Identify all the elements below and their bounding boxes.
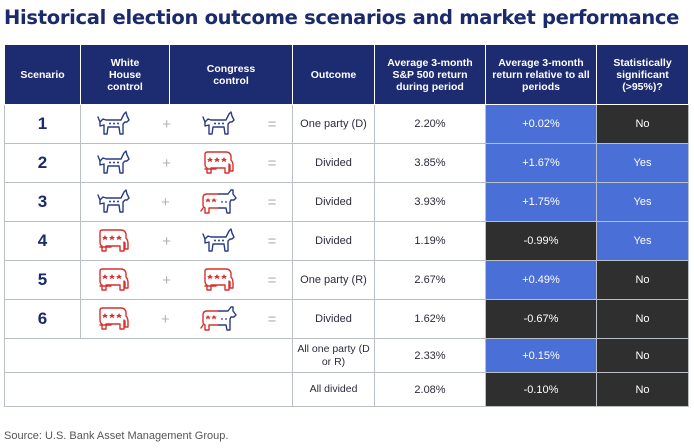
plus-sign: + (162, 154, 172, 172)
avg-return-cell: 2.20% (374, 104, 486, 144)
header-row: Scenario White House control Congress co… (4, 44, 689, 105)
significance-cell: No (596, 372, 689, 407)
elephant-icon (202, 267, 236, 293)
equals-sign: = (267, 115, 277, 133)
relative-return-cell: +0.02% (485, 104, 597, 144)
source-note: Source: U.S. Bank Asset Management Group… (4, 430, 229, 442)
total-row: All one party (D or R) 2.33% +0.15% No (4, 338, 689, 373)
elephant-icon (97, 306, 131, 332)
relative-return-cell: +0.49% (485, 260, 597, 300)
outcome-cell: All divided (292, 372, 375, 407)
significance-cell: No (596, 299, 689, 339)
empty-cell (4, 338, 293, 373)
table-row: 2 + = Divided 3.85% +1.67% Yes (4, 143, 689, 183)
avg-return-cell: 3.93% (374, 182, 486, 222)
plus-sign: + (162, 115, 172, 133)
elephant-icon (97, 267, 131, 293)
table-row: 6 + = Divided 1.62% -0.67% No (4, 299, 689, 339)
avg-return-cell: 2.08% (374, 372, 486, 407)
control-cell: + = (80, 260, 293, 300)
avg-return-cell: 1.19% (374, 221, 486, 261)
header-outcome: Outcome (292, 44, 375, 105)
relative-return-cell: -0.99% (485, 221, 597, 261)
plus-sign: + (162, 271, 172, 289)
avg-return-cell: 1.62% (374, 299, 486, 339)
significance-cell: No (596, 104, 689, 144)
scenario-number: 6 (4, 299, 81, 339)
equals-sign: = (267, 271, 277, 289)
donkey-icon (202, 228, 236, 254)
avg-return-cell: 2.33% (374, 338, 486, 373)
header-congress: Congress control (169, 44, 293, 105)
relative-return-cell: +1.75% (485, 182, 597, 222)
total-row: All divided 2.08% -0.10% No (4, 372, 689, 407)
control-cell: + = (80, 143, 293, 183)
split-elephant-donkey-icon (199, 189, 238, 215)
plus-sign: + (162, 232, 172, 250)
relative-return-cell: +0.15% (485, 338, 597, 373)
control-cell: + = (80, 104, 293, 144)
plus-sign: + (160, 310, 170, 328)
outcome-cell: Divided (292, 182, 375, 222)
outcome-cell: One party (R) (292, 260, 375, 300)
equals-sign: = (267, 154, 277, 172)
scenario-number: 5 (4, 260, 81, 300)
header-avg-return: Average 3-month S&P 500 return during pe… (374, 44, 486, 105)
donkey-icon (97, 189, 131, 215)
donkey-icon (97, 111, 131, 137)
outcome-cell: Divided (292, 299, 375, 339)
equals-sign: = (267, 310, 277, 328)
split-elephant-donkey-icon (199, 306, 238, 332)
equals-sign: = (267, 193, 277, 211)
significance-cell: Yes (596, 182, 689, 222)
control-cell: + = (80, 182, 293, 222)
scenario-table: Scenario White House control Congress co… (4, 44, 689, 407)
scenario-number: 2 (4, 143, 81, 183)
elephant-icon (202, 150, 236, 176)
header-white-house: White House control (80, 44, 170, 105)
table-row: 5 + = One party (R) 2.67% +0.49% No (4, 260, 689, 300)
avg-return-cell: 2.67% (374, 260, 486, 300)
outcome-cell: One party (D) (292, 104, 375, 144)
outcome-cell: Divided (292, 221, 375, 261)
significance-cell: Yes (596, 143, 689, 183)
scenario-number: 4 (4, 221, 81, 261)
elephant-icon (97, 228, 131, 254)
significance-cell: No (596, 338, 689, 373)
donkey-icon (97, 150, 131, 176)
relative-return-cell: +1.67% (485, 143, 597, 183)
header-scenario: Scenario (4, 44, 81, 105)
header-significant: Statistically significant (>95%)? (596, 44, 689, 105)
scenario-number: 3 (4, 182, 81, 222)
empty-cell (4, 372, 293, 407)
significance-cell: Yes (596, 221, 689, 261)
donkey-icon (202, 111, 236, 137)
relative-return-cell: -0.10% (485, 372, 597, 407)
equals-sign: = (267, 232, 277, 250)
avg-return-cell: 3.85% (374, 143, 486, 183)
plus-sign: + (160, 193, 170, 211)
relative-return-cell: -0.67% (485, 299, 597, 339)
outcome-cell: All one party (D or R) (292, 338, 375, 373)
control-cell: + = (80, 221, 293, 261)
header-relative: Average 3-month return relative to all p… (485, 44, 597, 105)
table-row: 3 + = Divided 3.93% +1.75% Yes (4, 182, 689, 222)
scenario-number: 1 (4, 104, 81, 144)
significance-cell: No (596, 260, 689, 300)
table-row: 4 + = Divided 1.19% -0.99% Yes (4, 221, 689, 261)
page-title: Historical election outcome scenarios an… (4, 6, 680, 29)
control-cell: + = (80, 299, 293, 339)
table-row: 1 + = One party (D) 2.20% +0.02% No (4, 104, 689, 144)
outcome-cell: Divided (292, 143, 375, 183)
